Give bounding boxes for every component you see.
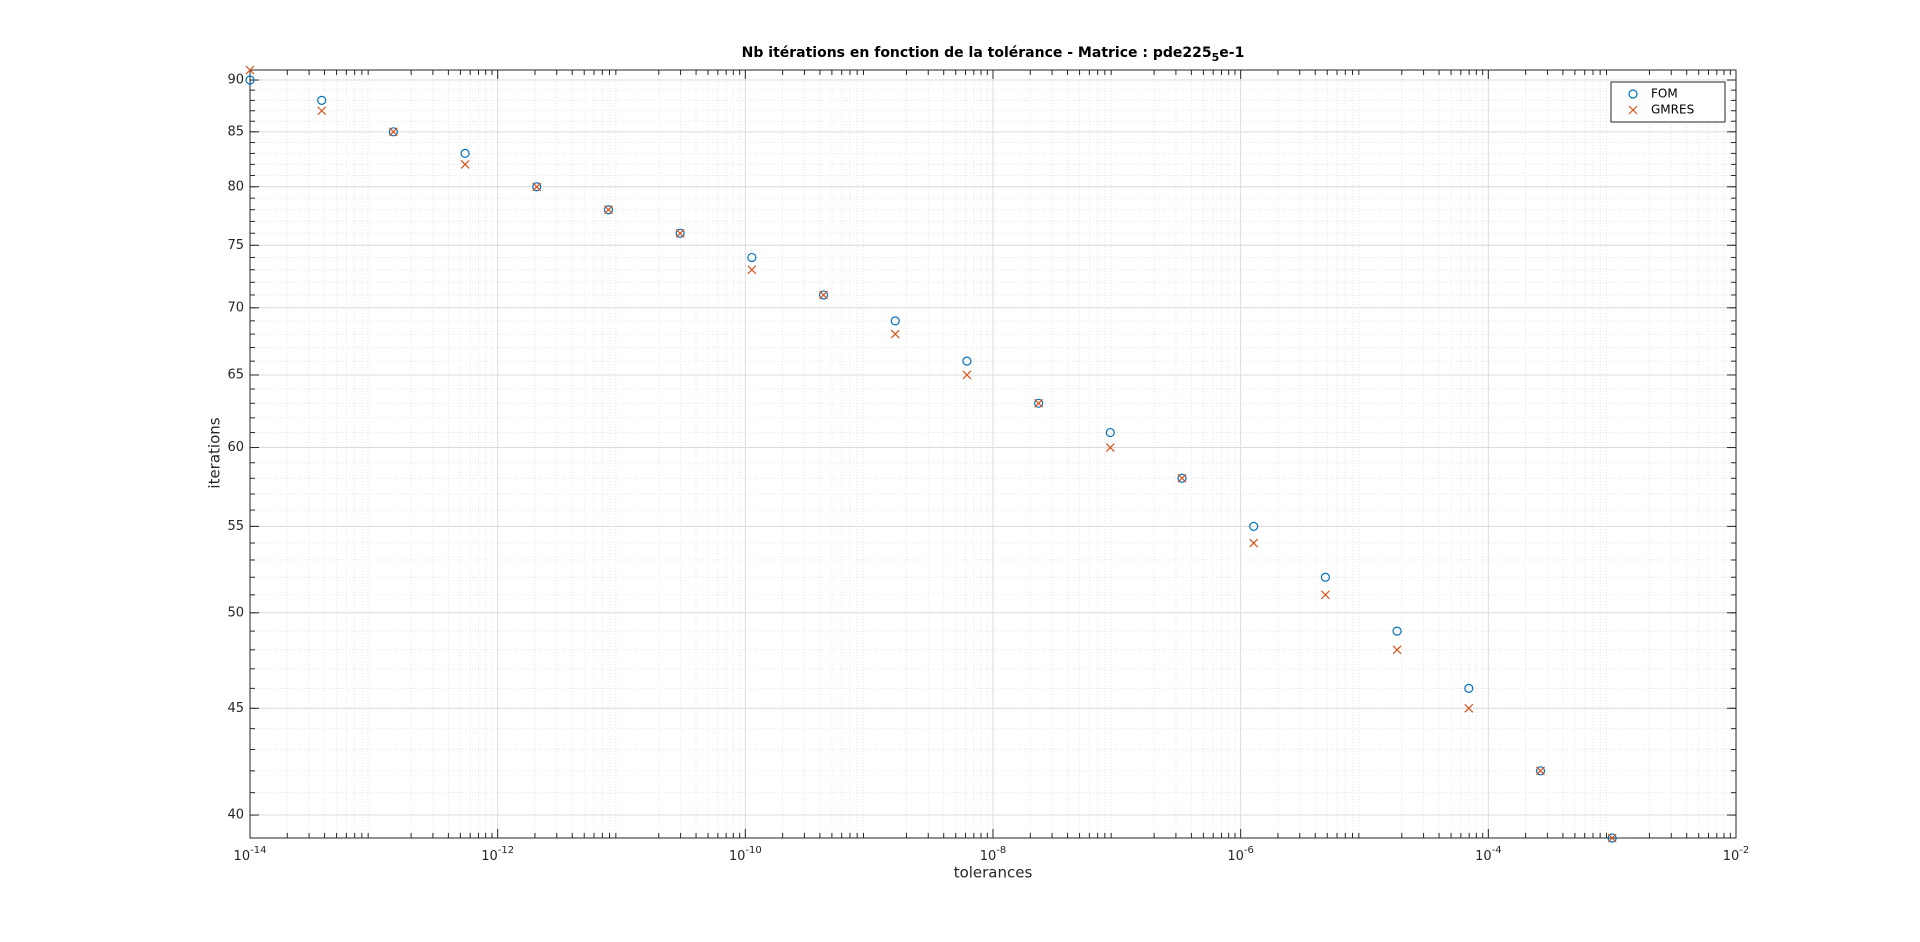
data-point <box>1607 833 1617 843</box>
data-point <box>388 127 398 137</box>
data-point <box>675 228 685 238</box>
x-tick-label: 10-6 <box>1227 845 1254 864</box>
x-tick-label: 10-2 <box>1723 845 1750 864</box>
data-point <box>317 95 327 105</box>
y-tick-label: 70 <box>227 300 244 315</box>
legend-marker <box>1628 89 1638 99</box>
data-point <box>1464 703 1474 713</box>
y-axis-label: iterations <box>206 417 224 488</box>
data-point <box>1392 626 1402 636</box>
data-point <box>1320 590 1330 600</box>
data-point <box>245 65 255 75</box>
data-point <box>1177 473 1187 483</box>
y-tick-label: 40 <box>227 808 244 823</box>
y-tick-label: 45 <box>227 701 244 716</box>
x-tick-label: 10-8 <box>980 845 1007 864</box>
data-point <box>819 290 828 300</box>
data-point <box>1105 427 1115 438</box>
title-subscript: 5 <box>1212 51 1220 64</box>
data-point <box>962 356 972 366</box>
title-end: e-1 <box>1219 45 1244 61</box>
data-point <box>317 106 327 116</box>
data-point <box>1607 833 1617 843</box>
data-point <box>1536 766 1545 776</box>
data-point <box>1535 766 1546 776</box>
data-point <box>1249 538 1259 548</box>
data-point <box>1034 398 1044 408</box>
data-point <box>1464 683 1474 693</box>
y-tick-label: 65 <box>227 367 244 382</box>
data-point <box>604 205 613 215</box>
x-tick-label: 10-10 <box>729 845 762 864</box>
data-point <box>532 182 542 192</box>
data-point <box>675 228 685 238</box>
data-point <box>532 182 542 192</box>
data-point <box>1034 398 1044 408</box>
x-tick-label: 10-14 <box>234 845 267 864</box>
data-point <box>890 329 900 339</box>
x-tick-label: 10-12 <box>481 845 514 864</box>
data-point <box>1320 572 1330 582</box>
data-point <box>962 370 972 380</box>
y-tick-label: 50 <box>227 605 244 620</box>
x-tick-label: 10-4 <box>1475 845 1502 864</box>
y-tick-label: 60 <box>227 440 244 455</box>
y-tick-label: 85 <box>227 124 244 139</box>
data-point <box>603 205 614 215</box>
data-point <box>460 159 470 169</box>
legend-box <box>1610 81 1726 123</box>
data-point <box>388 127 398 137</box>
axes-box <box>249 69 1737 839</box>
title-main: Nb itérations en fonction de la toléranc… <box>742 45 1212 61</box>
data-point <box>747 252 757 263</box>
data-point <box>818 290 829 300</box>
data-point <box>1177 473 1187 483</box>
y-tick-label: 55 <box>227 519 244 534</box>
data-point <box>245 75 255 85</box>
legend-label: FOM <box>1651 87 1678 101</box>
data-point <box>1392 645 1402 655</box>
y-tick-label: 75 <box>227 238 244 253</box>
y-tick-label: 90 <box>227 73 244 88</box>
chart-title: Nb itérations en fonction de la toléranc… <box>742 45 1245 64</box>
data-point <box>460 148 470 159</box>
data-point <box>1105 443 1115 452</box>
data-point <box>747 265 757 275</box>
data-point <box>1249 521 1259 532</box>
data-point <box>890 316 900 326</box>
legend-label: GMRES <box>1651 103 1694 117</box>
y-tick-label: 80 <box>227 179 244 194</box>
x-axis-label: tolerances <box>954 864 1033 882</box>
legend-marker <box>1628 105 1638 115</box>
